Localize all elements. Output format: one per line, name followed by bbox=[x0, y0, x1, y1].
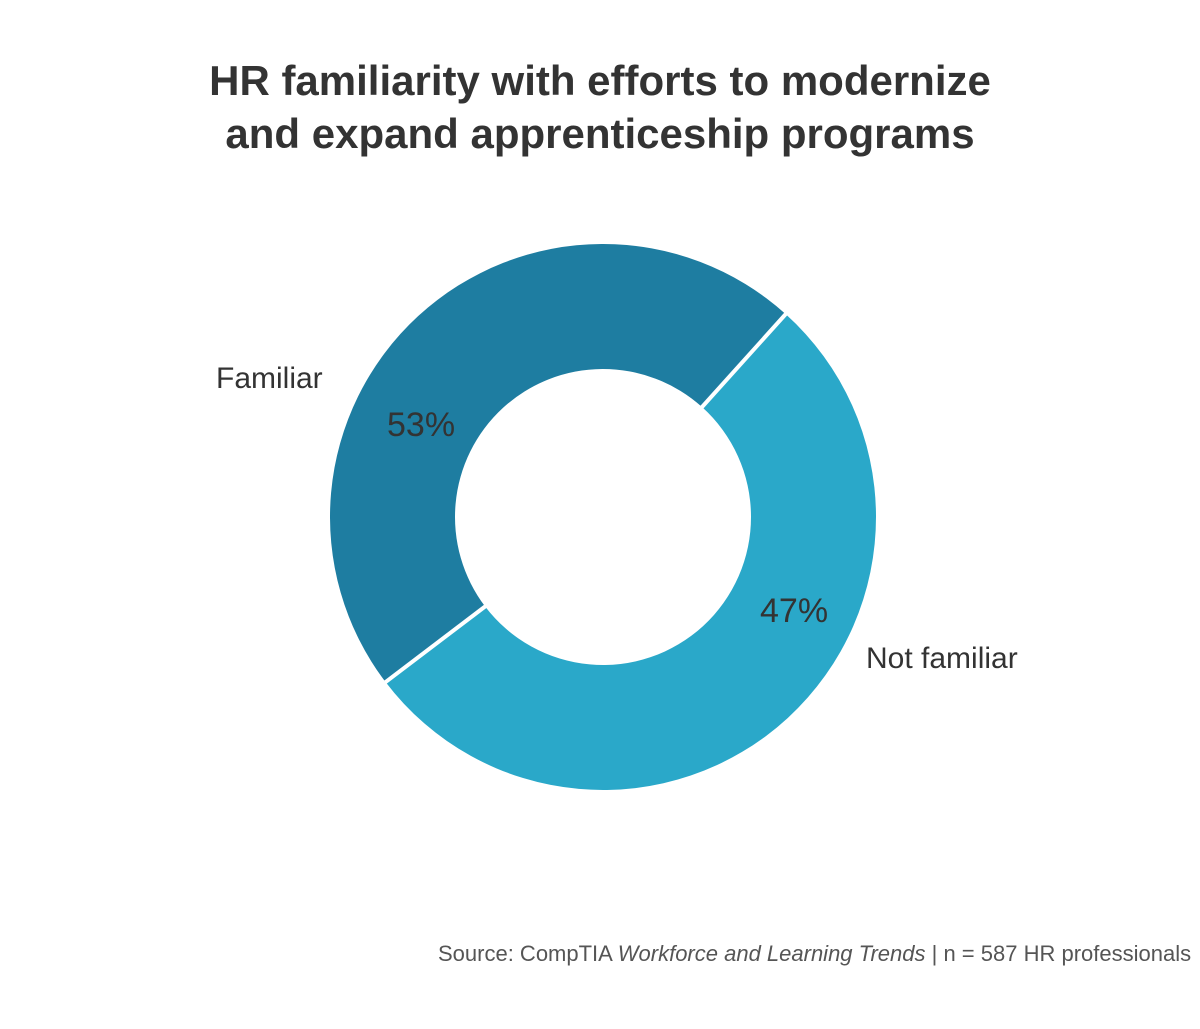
slice-label-familiar: Familiar bbox=[216, 362, 323, 396]
source-suffix: | n = 587 HR professionals bbox=[926, 941, 1192, 966]
slice-pct-not-familiar: 47% bbox=[760, 592, 828, 631]
source-italic: Workforce and Learning Trends bbox=[618, 941, 926, 966]
chart-title: HR familiarity with efforts to modernize… bbox=[0, 55, 1200, 160]
source-line: Source: CompTIA Workforce and Learning T… bbox=[438, 941, 1191, 967]
slice-label-not-familiar: Not familiar bbox=[866, 642, 1018, 676]
source-prefix: Source: CompTIA bbox=[438, 941, 618, 966]
slice-pct-familiar: 53% bbox=[387, 406, 455, 445]
page: HR familiarity with efforts to modernize… bbox=[0, 0, 1200, 1029]
donut-chart bbox=[330, 244, 876, 790]
